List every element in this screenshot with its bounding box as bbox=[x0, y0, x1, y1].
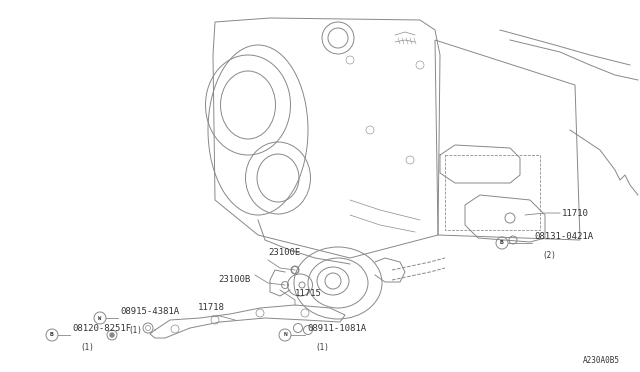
Text: (1): (1) bbox=[128, 326, 142, 335]
Text: 11710: 11710 bbox=[562, 208, 589, 218]
Text: 23100E: 23100E bbox=[268, 248, 300, 257]
Text: B: B bbox=[50, 333, 54, 337]
Text: 23100B: 23100B bbox=[218, 276, 250, 285]
Text: N: N bbox=[283, 333, 287, 337]
Text: 11718: 11718 bbox=[198, 303, 225, 312]
Circle shape bbox=[109, 333, 115, 337]
Text: B: B bbox=[500, 241, 504, 246]
Text: 11715: 11715 bbox=[295, 289, 322, 298]
Text: 08120-8251F: 08120-8251F bbox=[72, 324, 131, 333]
Text: 08915-4381A: 08915-4381A bbox=[120, 307, 179, 316]
Text: (1): (1) bbox=[80, 343, 94, 352]
Text: (2): (2) bbox=[542, 251, 556, 260]
Text: (1): (1) bbox=[315, 343, 329, 352]
Text: 08911-1081A: 08911-1081A bbox=[307, 324, 366, 333]
Text: W: W bbox=[99, 315, 102, 321]
Text: 08131-0421A: 08131-0421A bbox=[534, 232, 593, 241]
Text: A230A0B5: A230A0B5 bbox=[583, 356, 620, 365]
